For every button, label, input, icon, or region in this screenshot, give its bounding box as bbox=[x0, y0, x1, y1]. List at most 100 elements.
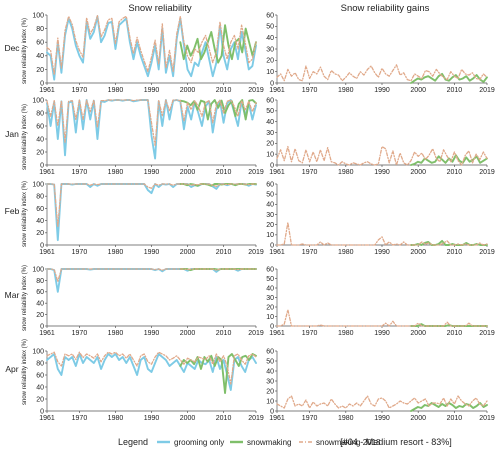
x-tick-label: 1961 bbox=[269, 87, 285, 94]
series-line-snowmaking-2018 bbox=[46, 99, 257, 147]
resort-label: [#04 - Medium resort - 83%] bbox=[340, 437, 452, 447]
x-tick-label: 1961 bbox=[39, 87, 55, 94]
series-line-grooming-only bbox=[46, 99, 257, 160]
month-label-mar: Mar bbox=[5, 290, 20, 300]
x-tick-label: 2010 bbox=[447, 87, 463, 94]
series-line-snowmaking-2018 bbox=[276, 64, 488, 82]
x-tick-label: 2019 bbox=[479, 415, 495, 422]
panel-dec-reliability: 0 20 40 60 80 100 1961 1970 1980 1990 2000 2010 2019 bbox=[32, 12, 264, 94]
y-tick-label: 20 bbox=[266, 141, 274, 148]
y-tick-label: 60 bbox=[36, 123, 44, 130]
y-tick-label: 80 bbox=[36, 278, 44, 285]
x-tick-label: 2019 bbox=[479, 169, 495, 176]
y-tick-label: 80 bbox=[36, 110, 44, 117]
panel-apr-reliability: 0 20 40 60 80 100 1961 1970 1980 1990 2000 2010 2019 bbox=[32, 348, 264, 422]
series-line-grooming-only bbox=[46, 268, 257, 293]
x-tick-label: 1980 bbox=[338, 330, 354, 337]
y-tick-label: 60 bbox=[36, 40, 44, 47]
y-tick-label: 60 bbox=[36, 289, 44, 296]
y-axis-titles: snow reliability index (%) snow reliabil… bbox=[22, 18, 28, 405]
x-tick-label: 1990 bbox=[144, 87, 160, 94]
x-tick-label: 1980 bbox=[108, 87, 124, 94]
y-tick-label: 40 bbox=[266, 35, 274, 42]
x-tick-label: 2010 bbox=[216, 169, 232, 176]
y-tick-label: 60 bbox=[266, 97, 274, 104]
y-tick-label: 60 bbox=[266, 12, 274, 19]
x-tick-label: 1990 bbox=[374, 330, 390, 337]
series-line-grooming-only bbox=[46, 353, 257, 391]
x-tick-label: 2019 bbox=[248, 330, 264, 337]
x-tick-label: 2019 bbox=[479, 330, 495, 337]
x-tick-label: 2000 bbox=[410, 249, 426, 256]
y-tick-label: 50 bbox=[266, 108, 274, 115]
x-tick-label: 2010 bbox=[447, 249, 463, 256]
x-tick-label: 2000 bbox=[180, 87, 196, 94]
y-tick-label: 60 bbox=[36, 206, 44, 213]
legend-label-snowmaking: snowmaking bbox=[247, 438, 291, 447]
x-tick-label: 1961 bbox=[269, 415, 285, 422]
title-snow-reliability: Snow reliability bbox=[128, 3, 192, 14]
x-tick-label: 1961 bbox=[39, 415, 55, 422]
x-tick-label: 1990 bbox=[144, 249, 160, 256]
x-tick-label: 1961 bbox=[269, 169, 285, 176]
x-tick-label: 2019 bbox=[479, 87, 495, 94]
x-tick-label: 2010 bbox=[216, 415, 232, 422]
x-tick-label: 2019 bbox=[479, 249, 495, 256]
x-tick-label: 2000 bbox=[410, 169, 426, 176]
series-line-snowmaking-2018 bbox=[276, 395, 488, 409]
y-tick-label: 40 bbox=[36, 301, 44, 308]
y-tick-label: 100 bbox=[32, 12, 44, 19]
y-tick-label: 100 bbox=[32, 348, 44, 355]
y-tick-label: 0 bbox=[270, 162, 274, 169]
y-tick-label: 100 bbox=[32, 97, 44, 104]
x-tick-label: 2010 bbox=[447, 330, 463, 337]
y-tick-label: 30 bbox=[266, 46, 274, 53]
y-tick-label: 0 bbox=[270, 323, 274, 330]
y-tick-label: 0 bbox=[40, 408, 44, 415]
y-tick-label: 10 bbox=[266, 69, 274, 76]
x-tick-label: 1970 bbox=[72, 87, 88, 94]
x-tick-label: 2010 bbox=[447, 415, 463, 422]
series-line-grooming-only bbox=[46, 15, 257, 81]
y-tick-label: 50 bbox=[266, 358, 274, 365]
x-tick-label: 1970 bbox=[72, 249, 88, 256]
series-line-snowmaking-2018 bbox=[46, 183, 257, 228]
x-tick-label: 1980 bbox=[108, 169, 124, 176]
x-tick-label: 1970 bbox=[302, 169, 318, 176]
x-tick-label: 1980 bbox=[108, 249, 124, 256]
legend-label-snowmaking-2018: snowmaking 2018 bbox=[316, 438, 381, 447]
y-tick-label: 40 bbox=[266, 368, 274, 375]
y-tick-label: 100 bbox=[32, 181, 44, 188]
month-label-feb: Feb bbox=[5, 206, 20, 216]
y-tick-label: 80 bbox=[36, 360, 44, 367]
x-tick-label: 1990 bbox=[144, 330, 160, 337]
x-tick-label: 1970 bbox=[302, 415, 318, 422]
x-tick-label: 1970 bbox=[302, 87, 318, 94]
x-tick-label: 2010 bbox=[447, 169, 463, 176]
y-tick-label: 20 bbox=[36, 312, 44, 319]
x-tick-label: 2019 bbox=[248, 415, 264, 422]
y-tick-label: 60 bbox=[266, 181, 274, 188]
x-tick-label: 2010 bbox=[216, 87, 232, 94]
x-tick-label: 1990 bbox=[374, 87, 390, 94]
x-tick-label: 1970 bbox=[72, 169, 88, 176]
month-label-apr: Apr bbox=[5, 364, 18, 374]
y-tick-label: 40 bbox=[36, 218, 44, 225]
panel-feb-reliability: 0 20 40 60 80 100 1961 1970 1980 1990 2000 2010 2019 bbox=[32, 181, 264, 256]
series-line-snowmaking-2018 bbox=[46, 268, 257, 283]
series-line-snowmaking-2018 bbox=[276, 309, 488, 327]
y-tick-label: 30 bbox=[266, 130, 274, 137]
y-tick-label: 60 bbox=[266, 266, 274, 273]
month-label-jan: Jan bbox=[5, 129, 19, 139]
panel-apr-gains: 0 10 20 30 40 50 60 1961 1970 1980 1990 2000 2010 201… bbox=[266, 348, 495, 422]
x-tick-label: 2000 bbox=[180, 169, 196, 176]
y-tick-label: 50 bbox=[266, 192, 274, 199]
y-tick-label: 20 bbox=[36, 149, 44, 156]
y-tick-label: 40 bbox=[36, 53, 44, 60]
y-tick-label: 20 bbox=[266, 222, 274, 229]
y-tick-label: 40 bbox=[36, 136, 44, 143]
y-tick-label: 20 bbox=[266, 388, 274, 395]
month-label-dec: Dec bbox=[4, 43, 20, 53]
x-tick-label: 2000 bbox=[410, 87, 426, 94]
